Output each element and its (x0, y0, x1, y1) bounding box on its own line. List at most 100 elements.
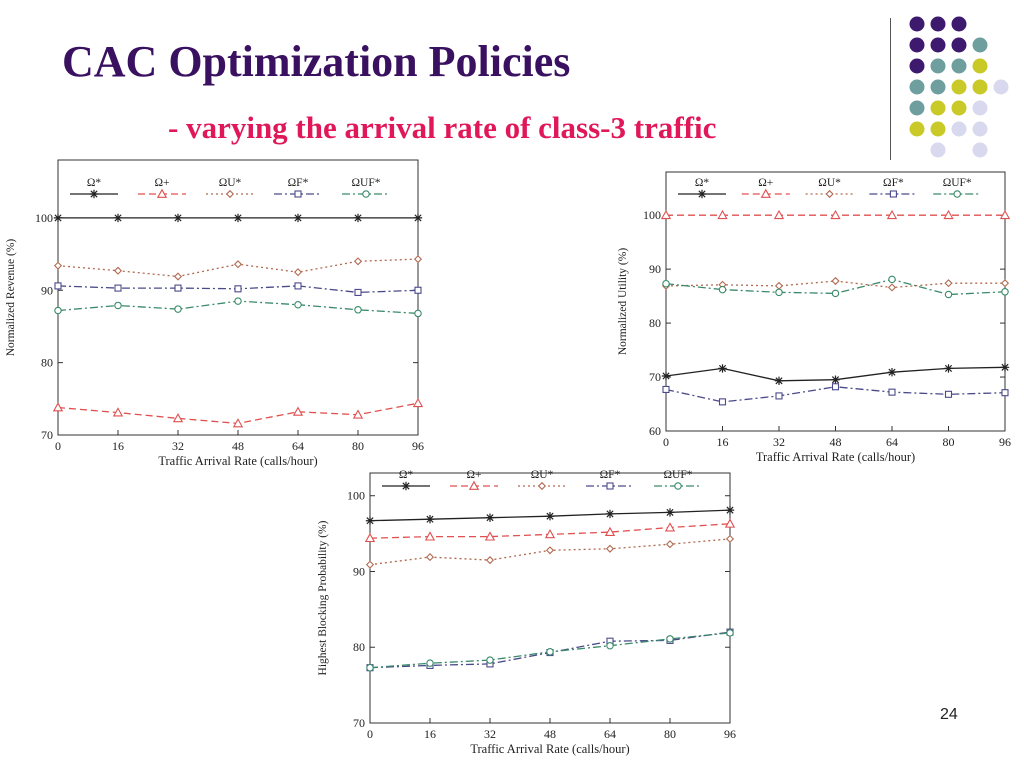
decor-dot (930, 16, 946, 32)
data-point-star (665, 508, 675, 517)
data-point-star (605, 509, 615, 519)
x-tick-label: 32 (773, 435, 785, 449)
data-point-diamond (425, 553, 435, 562)
data-point-square (718, 398, 727, 406)
x-tick-label: 64 (292, 439, 304, 453)
data-point-triangle (886, 209, 898, 220)
legend-label: ΩF* (288, 177, 309, 189)
legend-entry: Ω+ (450, 469, 498, 490)
decor-dot (972, 37, 988, 53)
data-point-triangle (112, 407, 124, 417)
data-point-star (233, 213, 243, 223)
data-point-star (725, 505, 735, 515)
legend-entry: ΩF* (869, 177, 918, 198)
data-point-triangle (660, 209, 672, 220)
y-axis-label: Highest Blocking Probability (%) (317, 520, 329, 675)
data-point-diamond (831, 276, 840, 286)
decor-dot (909, 100, 925, 116)
data-series (52, 397, 424, 428)
y-tick-label: 80 (649, 316, 661, 330)
data-point-diamond (413, 255, 423, 264)
data-point-triangle (717, 209, 728, 220)
legend-label: ΩU* (219, 177, 242, 189)
decor-dot (930, 37, 946, 53)
data-point-circle (953, 190, 961, 198)
data-point-star (425, 515, 435, 524)
x-tick-label: 64 (604, 727, 616, 741)
data-point-square (114, 284, 122, 292)
decor-dot (951, 58, 967, 74)
data-point-square (354, 288, 362, 296)
legend-entry: ΩU* (805, 177, 854, 199)
x-axis-label: Traffic Arrival Rate (calls/hour) (470, 742, 629, 756)
decor-dot (930, 142, 946, 158)
y-tick-label: 80 (41, 356, 53, 370)
data-point-triangle (943, 209, 954, 220)
slide-subtitle: - varying the arrival rate of class-3 tr… (168, 110, 717, 145)
y-tick-label: 70 (353, 716, 365, 730)
data-point-diamond (233, 260, 243, 269)
data-point-triangle (292, 406, 304, 416)
decor-dot (930, 100, 946, 116)
data-point-square (889, 190, 897, 198)
legend-label: ΩU* (531, 469, 554, 481)
data-point-triangle (544, 529, 556, 539)
data-point-star (353, 213, 363, 223)
data-point-diamond (825, 189, 834, 199)
data-point-circle (426, 659, 434, 667)
x-tick-label: 96 (412, 439, 424, 453)
legend-entry: Ω+ (741, 177, 790, 198)
data-series (366, 629, 734, 672)
data-point-triangle (412, 397, 424, 408)
legend-entry: ΩU* (518, 469, 566, 491)
data-point-star (401, 481, 411, 491)
data-point-circle (114, 301, 122, 310)
data-point-diamond (113, 266, 123, 275)
data-point-triangle (172, 413, 184, 423)
y-tick-label: 90 (649, 262, 661, 276)
x-tick-label: 64 (886, 435, 898, 449)
data-point-circle (831, 289, 840, 298)
legend-label: ΩF* (600, 469, 621, 481)
y-tick-label: 90 (353, 564, 365, 578)
decor-dot (972, 79, 988, 95)
data-point-circle (775, 288, 783, 297)
legend-entry: ΩU* (206, 177, 254, 199)
data-point-circle (1001, 288, 1009, 296)
decor-dot (951, 100, 967, 116)
data-point-circle (486, 656, 494, 664)
legend-label: Ω+ (466, 469, 481, 481)
x-tick-label: 96 (999, 435, 1011, 449)
legend-label: Ω+ (154, 177, 169, 189)
data-point-diamond (173, 272, 183, 281)
x-tick-label: 16 (717, 435, 729, 449)
data-point-circle (674, 482, 682, 490)
data-series (53, 255, 423, 281)
data-series (365, 505, 735, 525)
y-axis-label: Normalized Utility (%) (617, 248, 629, 355)
y-tick-label: 100 (35, 211, 53, 225)
data-point-circle (174, 305, 182, 313)
data-point-circle (366, 663, 374, 672)
data-point-star (413, 213, 423, 223)
decorative-dot-grid (909, 16, 1009, 158)
data-point-diamond (537, 481, 547, 491)
page-number: 24 (940, 706, 958, 723)
data-point-circle (54, 306, 62, 315)
legend-entry: Ω* (678, 177, 726, 199)
legend-label: Ω* (399, 469, 414, 481)
data-point-star (173, 213, 183, 223)
legend-entry: Ω* (70, 177, 118, 199)
data-series (53, 213, 423, 223)
data-series (662, 275, 1009, 299)
x-tick-label: 16 (112, 439, 124, 453)
data-point-star (485, 513, 495, 522)
x-tick-label: 80 (943, 435, 955, 449)
data-point-diamond (887, 283, 897, 292)
decor-dot (930, 79, 946, 95)
data-point-triangle (52, 402, 64, 412)
x-axis-label: Traffic Arrival Rate (calls/hour) (158, 454, 317, 468)
data-point-star (831, 375, 840, 384)
legend-label: Ω* (87, 177, 102, 189)
data-point-triangle (724, 518, 736, 528)
